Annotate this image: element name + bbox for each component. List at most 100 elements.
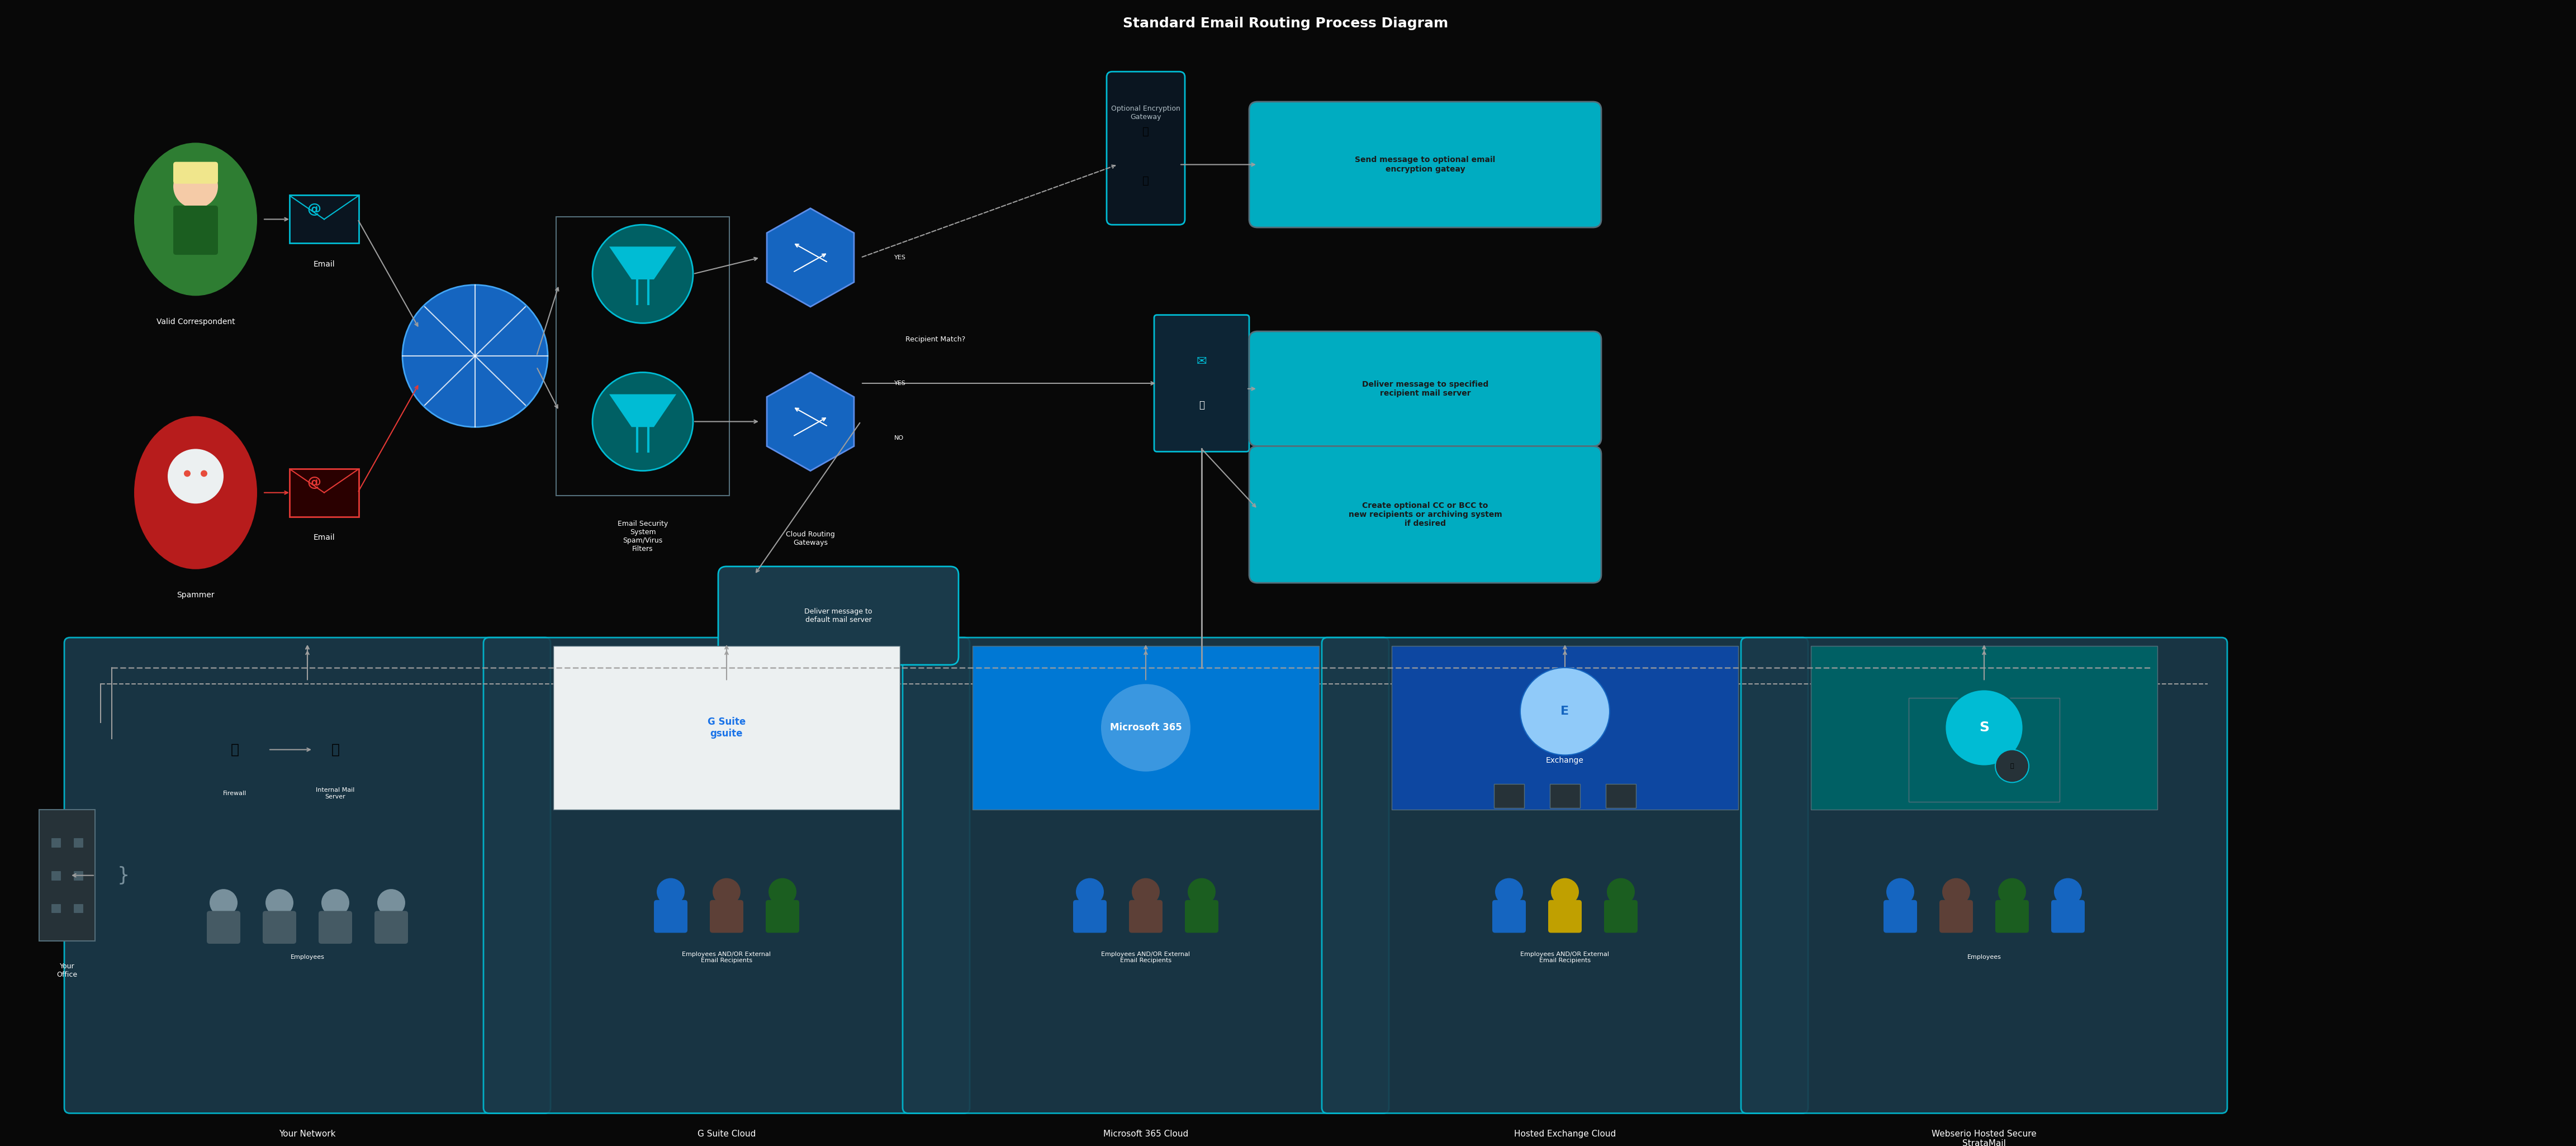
FancyBboxPatch shape — [1128, 900, 1162, 933]
Text: ✉: ✉ — [1195, 356, 1206, 367]
FancyBboxPatch shape — [64, 637, 551, 1113]
Circle shape — [1999, 878, 2027, 905]
FancyBboxPatch shape — [484, 637, 969, 1113]
FancyBboxPatch shape — [75, 838, 82, 847]
Circle shape — [322, 889, 350, 917]
Text: Employees: Employees — [1968, 955, 2002, 960]
Text: Employees AND/OR External
Email Recipients: Employees AND/OR External Email Recipien… — [1103, 951, 1190, 964]
Text: Email: Email — [314, 534, 335, 541]
Circle shape — [265, 889, 294, 917]
Circle shape — [1131, 878, 1159, 905]
FancyBboxPatch shape — [1940, 900, 1973, 933]
Circle shape — [657, 878, 685, 905]
Text: G Suite Cloud: G Suite Cloud — [698, 1130, 755, 1138]
FancyBboxPatch shape — [1996, 900, 2030, 933]
Circle shape — [768, 878, 796, 905]
FancyBboxPatch shape — [173, 205, 219, 254]
FancyBboxPatch shape — [1494, 784, 1525, 808]
FancyBboxPatch shape — [263, 911, 296, 944]
Text: Webserio Hosted Secure
StrataMail: Webserio Hosted Secure StrataMail — [1932, 1130, 2038, 1146]
FancyBboxPatch shape — [1811, 645, 2156, 810]
FancyBboxPatch shape — [75, 904, 82, 912]
Polygon shape — [768, 209, 855, 307]
Text: YES: YES — [894, 380, 907, 386]
Text: Microsoft 365 Cloud: Microsoft 365 Cloud — [1103, 1130, 1188, 1138]
FancyBboxPatch shape — [52, 871, 59, 880]
Text: 🖥: 🖥 — [332, 743, 340, 756]
FancyBboxPatch shape — [1074, 900, 1108, 933]
Text: 🧱: 🧱 — [229, 743, 240, 756]
FancyBboxPatch shape — [1249, 331, 1602, 446]
Text: Recipient Match?: Recipient Match? — [904, 336, 966, 343]
Text: G Suite
gsuite: G Suite gsuite — [708, 717, 744, 739]
Circle shape — [1607, 878, 1636, 905]
Text: E: E — [1561, 706, 1569, 717]
Circle shape — [592, 225, 693, 323]
FancyBboxPatch shape — [1249, 446, 1602, 583]
FancyBboxPatch shape — [39, 810, 95, 941]
Circle shape — [1886, 878, 1914, 905]
FancyBboxPatch shape — [289, 195, 358, 243]
Circle shape — [167, 449, 224, 503]
Polygon shape — [768, 372, 855, 471]
Text: Optional Encryption
Gateway: Optional Encryption Gateway — [1110, 105, 1180, 120]
Circle shape — [1551, 878, 1579, 905]
Text: Valid Correspondent: Valid Correspondent — [157, 317, 234, 325]
Circle shape — [1942, 878, 1971, 905]
Text: Hosted Exchange Cloud: Hosted Exchange Cloud — [1515, 1130, 1615, 1138]
FancyBboxPatch shape — [554, 645, 899, 810]
Text: Email: Email — [314, 260, 335, 268]
Text: Employees: Employees — [291, 955, 325, 960]
Text: Firewall: Firewall — [224, 791, 247, 796]
Text: Your Network: Your Network — [278, 1130, 335, 1138]
FancyBboxPatch shape — [765, 900, 799, 933]
Circle shape — [183, 470, 191, 477]
FancyBboxPatch shape — [52, 904, 59, 912]
Text: Email Security
System
Spam/Virus
Filters: Email Security System Spam/Virus Filters — [618, 520, 667, 552]
FancyBboxPatch shape — [1108, 72, 1185, 225]
FancyBboxPatch shape — [75, 871, 82, 880]
FancyBboxPatch shape — [52, 838, 59, 847]
FancyBboxPatch shape — [1551, 784, 1579, 808]
FancyBboxPatch shape — [319, 911, 353, 944]
Text: Internal Mail
Server: Internal Mail Server — [317, 787, 355, 800]
FancyBboxPatch shape — [1492, 900, 1525, 933]
FancyBboxPatch shape — [374, 911, 407, 944]
Text: Exchange: Exchange — [1546, 756, 1584, 764]
Text: }: } — [118, 866, 129, 885]
Text: Deliver message to
default mail server: Deliver message to default mail server — [804, 607, 873, 623]
Text: Standard Email Routing Process Diagram: Standard Email Routing Process Diagram — [1123, 17, 1448, 30]
FancyBboxPatch shape — [1321, 637, 1808, 1113]
FancyBboxPatch shape — [654, 900, 688, 933]
Text: 🔒: 🔒 — [2009, 763, 2014, 769]
Text: Microsoft 365: Microsoft 365 — [1110, 723, 1182, 732]
FancyBboxPatch shape — [289, 469, 358, 517]
Text: Cloud Routing
Gateways: Cloud Routing Gateways — [786, 531, 835, 547]
FancyBboxPatch shape — [1741, 637, 2228, 1113]
FancyBboxPatch shape — [1548, 900, 1582, 933]
Circle shape — [402, 285, 549, 427]
Text: YES: YES — [894, 254, 907, 260]
Text: 🔒: 🔒 — [1144, 175, 1149, 187]
Text: Your
Office: Your Office — [57, 963, 77, 979]
Text: Employees AND/OR External
Email Recipients: Employees AND/OR External Email Recipien… — [683, 951, 770, 964]
Polygon shape — [608, 394, 677, 427]
FancyBboxPatch shape — [1391, 645, 1739, 810]
Circle shape — [201, 470, 206, 477]
Text: NO: NO — [894, 435, 904, 441]
FancyBboxPatch shape — [902, 637, 1388, 1113]
FancyBboxPatch shape — [1883, 900, 1917, 933]
FancyBboxPatch shape — [1605, 784, 1636, 808]
Text: Employees AND/OR External
Email Recipients: Employees AND/OR External Email Recipien… — [1520, 951, 1610, 964]
FancyBboxPatch shape — [2050, 900, 2084, 933]
Circle shape — [1077, 878, 1105, 905]
FancyBboxPatch shape — [1249, 102, 1602, 227]
Circle shape — [173, 165, 219, 209]
FancyBboxPatch shape — [1154, 315, 1249, 452]
Circle shape — [714, 878, 739, 905]
FancyBboxPatch shape — [173, 162, 219, 183]
Text: @: @ — [307, 203, 322, 217]
Polygon shape — [608, 246, 677, 280]
Text: Deliver message to specified
recipient mail server: Deliver message to specified recipient m… — [1363, 380, 1489, 398]
FancyBboxPatch shape — [974, 645, 1319, 810]
